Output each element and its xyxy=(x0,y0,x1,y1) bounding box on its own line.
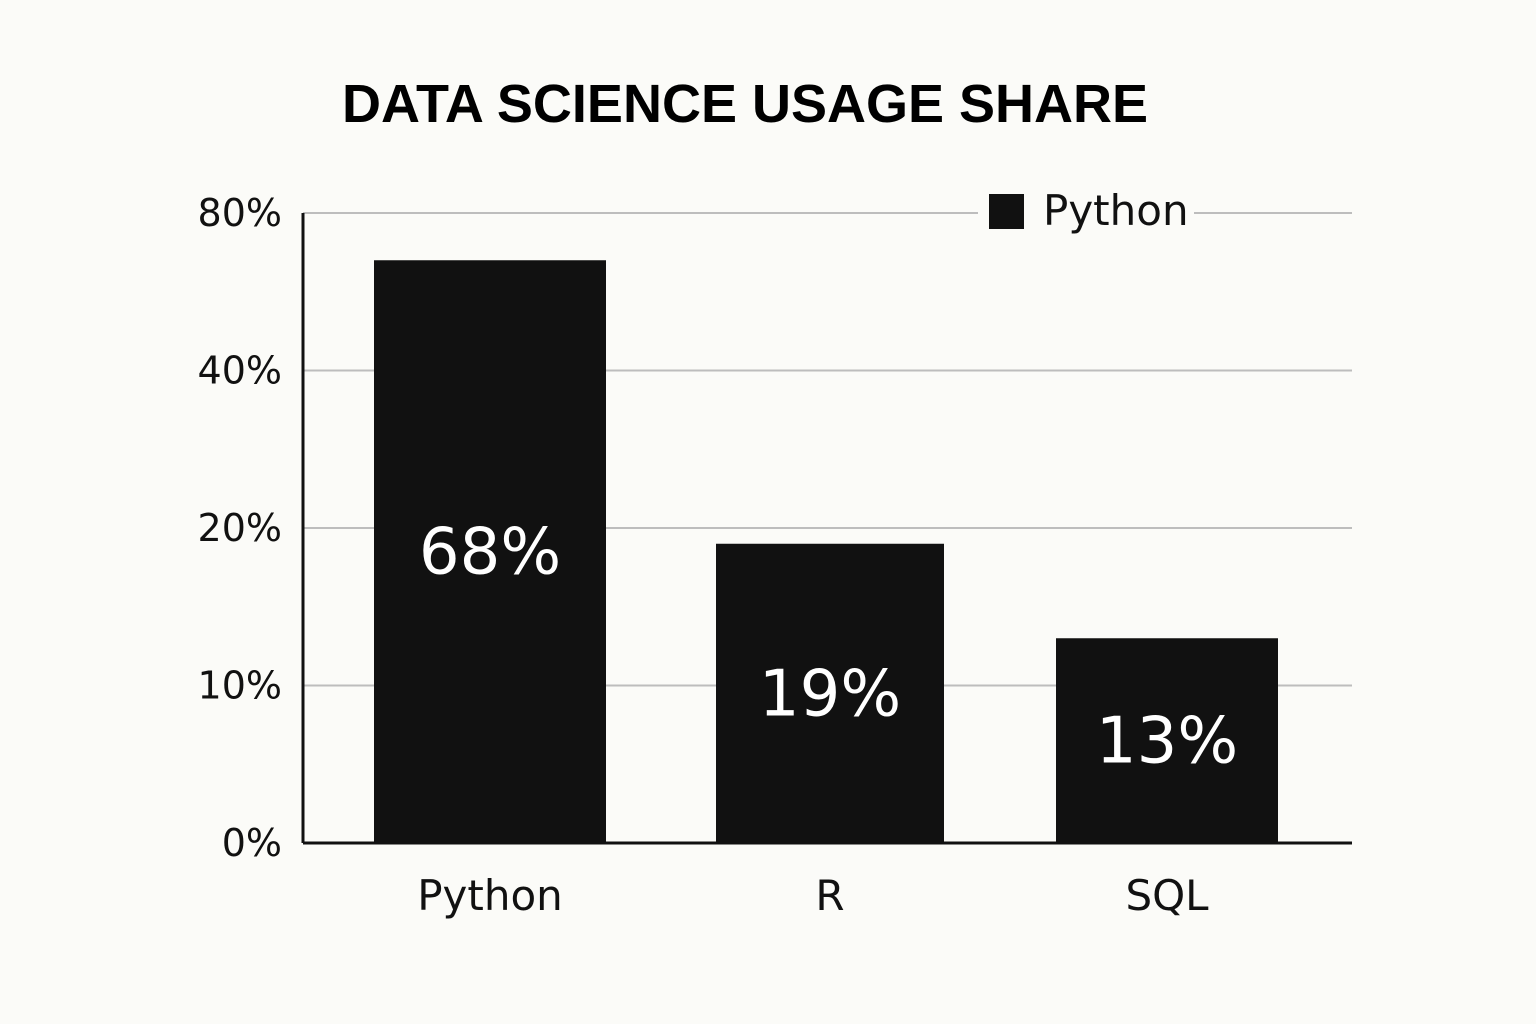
y-tick-label: 40% xyxy=(198,349,282,393)
x-axis-categories: Python R SQL xyxy=(417,871,1209,920)
x-category-label: Python xyxy=(417,871,563,920)
x-category-label: R xyxy=(815,871,844,920)
legend-swatch xyxy=(989,194,1024,229)
bar-value-label: 68% xyxy=(419,516,561,590)
y-tick-label: 80% xyxy=(198,191,282,235)
bar-sql xyxy=(1056,638,1278,843)
y-axis-ticks: 0% 10% 20% 40% 80% xyxy=(198,191,282,865)
bars: 68% 19% 13% xyxy=(374,260,1278,843)
x-category-label: SQL xyxy=(1125,871,1209,920)
legend: Python xyxy=(978,186,1194,241)
bar-value-label: 13% xyxy=(1096,705,1238,779)
legend-label: Python xyxy=(1043,186,1189,235)
y-tick-label: 20% xyxy=(198,506,282,550)
y-tick-label: 0% xyxy=(222,821,282,865)
bar-r xyxy=(716,543,944,843)
bar-value-label: 19% xyxy=(759,657,901,731)
axes xyxy=(301,213,1352,845)
bar-python xyxy=(374,260,606,843)
chart-title: DATA SCIENCE USAGE SHARE xyxy=(342,74,1148,134)
y-tick-label: 10% xyxy=(198,664,282,708)
